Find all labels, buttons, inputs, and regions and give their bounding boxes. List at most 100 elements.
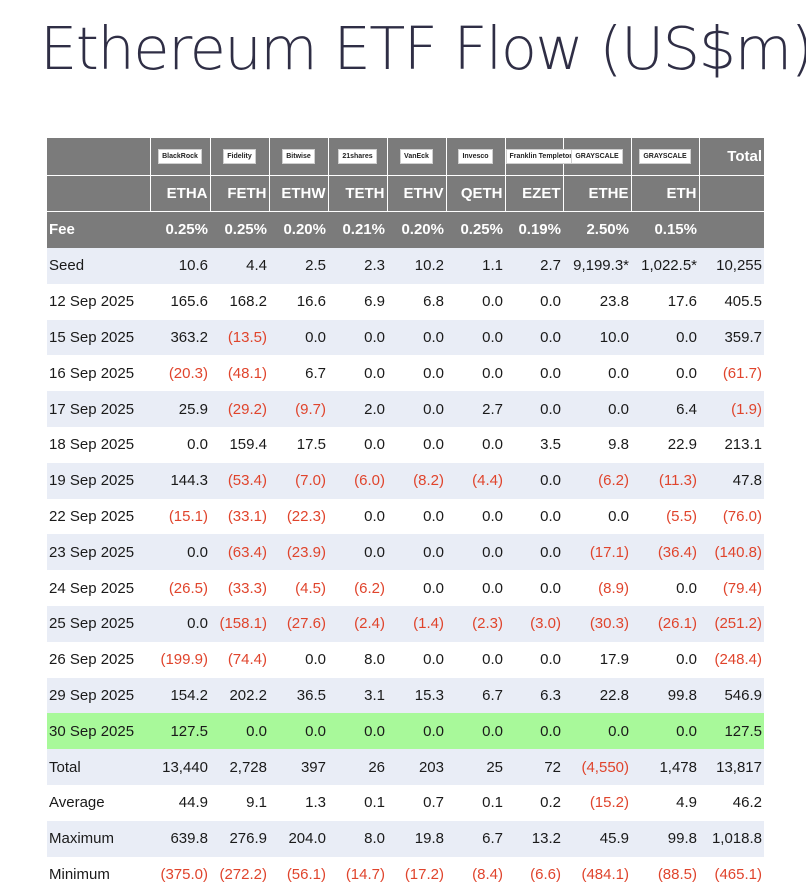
fee-value: 0.15%	[631, 211, 699, 248]
table-row: Seed 10.6 4.4 2.5 2.3 10.2 1.1 2.7 9,199.3* 1,022…	[47, 248, 764, 284]
row-label: 12 Sep 2025	[49, 293, 135, 311]
table-cell: 22.9	[667, 436, 697, 454]
table-cell: 0.0	[423, 579, 444, 597]
table-cell: 0.0	[676, 579, 697, 597]
fee-blank	[699, 211, 764, 248]
table-cell: (2.4)	[328, 605, 387, 642]
table-cell: 0.0	[328, 534, 387, 571]
row-label: 29 Sep 2025	[47, 677, 150, 714]
table-cell: 0.7	[423, 794, 444, 812]
table-cell: 15.3	[387, 677, 446, 714]
row-label: Average	[49, 794, 105, 812]
issuer-logo-cell: GRAYSCALE	[562, 138, 631, 176]
table-cell: 0.0	[387, 713, 446, 750]
table-cell: (26.5)	[168, 579, 208, 597]
table-cell: 639.8	[150, 820, 210, 857]
issuer-logo: Invesco	[458, 149, 493, 165]
table-cell: 0.0	[423, 364, 444, 382]
table-cell: 0.0	[608, 364, 629, 382]
table-cell: 0.0	[608, 507, 629, 525]
table-cell: 0.0	[631, 319, 699, 356]
table-cell: 0.0	[505, 391, 563, 427]
table-row: 25 Sep 2025 0.0 (158.1) (27.6) (2.4) (1.4) (2.…	[47, 605, 764, 642]
row-total-cell: (140.8)	[699, 534, 764, 571]
table-cell: (33.3)	[227, 579, 267, 597]
table-cell: 44.9	[178, 794, 208, 812]
issuer-logo: VanEck	[400, 149, 433, 165]
fee-value: 0.20%	[269, 211, 328, 248]
table-cell: 9.1	[246, 794, 267, 812]
fee-label: Fee	[47, 211, 150, 248]
row-label: 18 Sep 2025	[49, 436, 135, 454]
table-cell: 0.0	[269, 713, 328, 750]
table-cell: 0.0	[387, 534, 446, 571]
row-total-cell: 47.8	[699, 462, 764, 499]
table-row: 23 Sep 2025 0.0 (63.4) (23.9) 0.0 0.0 0.0 0.0 (1…	[47, 534, 764, 571]
table-cell: (4.4)	[446, 462, 505, 499]
table-cell: (484.1)	[581, 865, 629, 883]
table-cell: (6.6)	[530, 865, 561, 883]
table-cell: 19.8	[387, 820, 446, 857]
row-label: Seed	[47, 248, 150, 284]
table-row: 29 Sep 2025 154.2 202.2 36.5 3.1 15.3 6.7 6.3 22…	[47, 677, 764, 714]
table-cell: 8.0	[364, 651, 385, 669]
table-cell: (11.3)	[631, 462, 699, 499]
table-cell: 0.0	[540, 364, 561, 382]
issuer-logo: GRAYSCALE	[639, 149, 691, 165]
table-row: 12 Sep 2025 165.6 168.2 16.6 6.9 6.8 0.0 0.0 23.…	[47, 284, 764, 320]
fee-value: 0.25%	[446, 211, 505, 248]
etf-flow-table: BlackRock Fidelity Bitwise 21shares VanEck In…	[47, 138, 764, 892]
table-cell: 0.0	[676, 364, 697, 382]
table-cell: 2.3	[328, 248, 387, 284]
table-cell: 0.0	[446, 319, 505, 356]
table-cell: 0.0	[364, 436, 385, 454]
fee-value: 2.50%	[563, 211, 631, 248]
table-cell: (14.7)	[345, 865, 385, 883]
row-label: 19 Sep 2025	[47, 462, 150, 499]
table-row: 17 Sep 2025 25.9 (29.2) (9.7) 2.0 0.0 2.7 0.0 0.…	[47, 391, 764, 427]
table-cell: 1.3	[305, 794, 326, 812]
row-label: 17 Sep 2025	[47, 391, 150, 427]
table-cell: (272.2)	[219, 865, 267, 883]
table-cell: (9.7)	[269, 391, 328, 427]
table-cell: (63.4)	[210, 534, 269, 571]
table-cell: 0.0	[482, 651, 503, 669]
issuer-logo-cell: Bitwise	[268, 138, 328, 176]
table-cell: 25.9	[150, 391, 210, 427]
table-cell: (74.4)	[227, 651, 267, 669]
table-cell: 22.8	[563, 677, 631, 714]
fee-value: 0.19%	[505, 211, 563, 248]
table-cell: 0.0	[482, 364, 503, 382]
table-cell: 0.0	[631, 713, 699, 750]
issuer-logo: Franklin Templeton	[505, 149, 578, 165]
table-cell: 6.7	[305, 364, 326, 382]
table-cell: 202.2	[210, 677, 269, 714]
table-cell: 0.0	[387, 391, 446, 427]
table-cell: 4.4	[210, 248, 269, 284]
table-cell: (88.5)	[657, 865, 697, 883]
table-cell: (30.3)	[563, 605, 631, 642]
table-cell: (6.2)	[563, 462, 631, 499]
table-cell: 6.8	[423, 293, 444, 311]
issuer-logo-cell: 21shares	[327, 138, 387, 176]
table-cell: 0.0	[540, 293, 561, 311]
table-cell: (36.4)	[631, 534, 699, 571]
table-cell: 1,478	[631, 749, 699, 785]
table-cell: 0.0	[505, 713, 563, 750]
ticker-header: EZET	[504, 175, 563, 212]
table-cell: (4.5)	[295, 579, 326, 597]
table-cell: 0.0	[423, 436, 444, 454]
table-cell: 0.0	[328, 713, 387, 750]
table-cell: 0.0	[210, 713, 269, 750]
table-cell: 0.0	[540, 507, 561, 525]
table-cell: 0.0	[150, 534, 210, 571]
table-cell: 168.2	[229, 293, 267, 311]
table-cell: 397	[269, 749, 328, 785]
table-cell: 0.0	[482, 293, 503, 311]
ticker-header: TETH	[327, 175, 387, 212]
table-cell: (53.4)	[210, 462, 269, 499]
table-row: 24 Sep 2025 (26.5) (33.3) (4.5) (6.2) 0.0 0.0 0…	[47, 570, 764, 606]
table-cell: 0.0	[364, 364, 385, 382]
table-cell: 10.0	[563, 319, 631, 356]
issuer-logo-cell: VanEck	[386, 138, 446, 176]
